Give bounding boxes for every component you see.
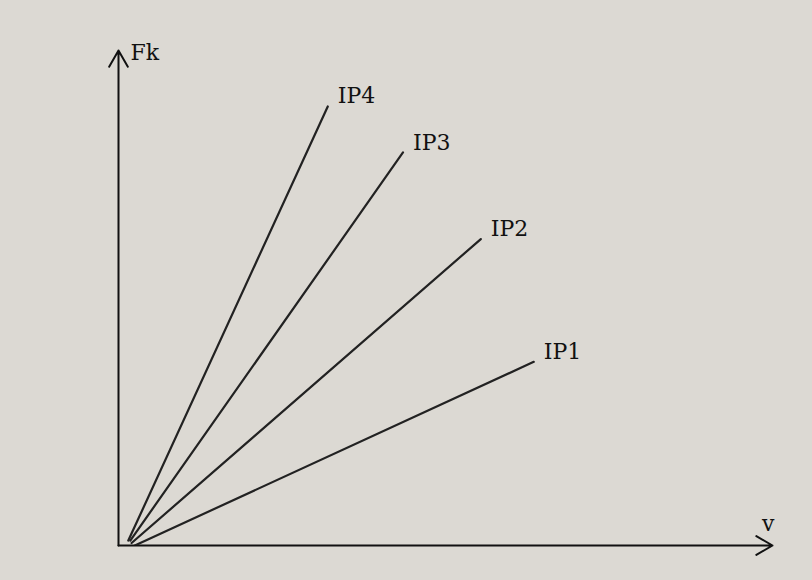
svg-text:v: v	[761, 511, 775, 536]
svg-text:IP3: IP3	[413, 130, 451, 155]
svg-text:IP2: IP2	[491, 216, 529, 241]
svg-text:IP4: IP4	[338, 83, 376, 108]
svg-text:IP1: IP1	[544, 339, 582, 364]
svg-text:Fk: Fk	[131, 40, 160, 65]
